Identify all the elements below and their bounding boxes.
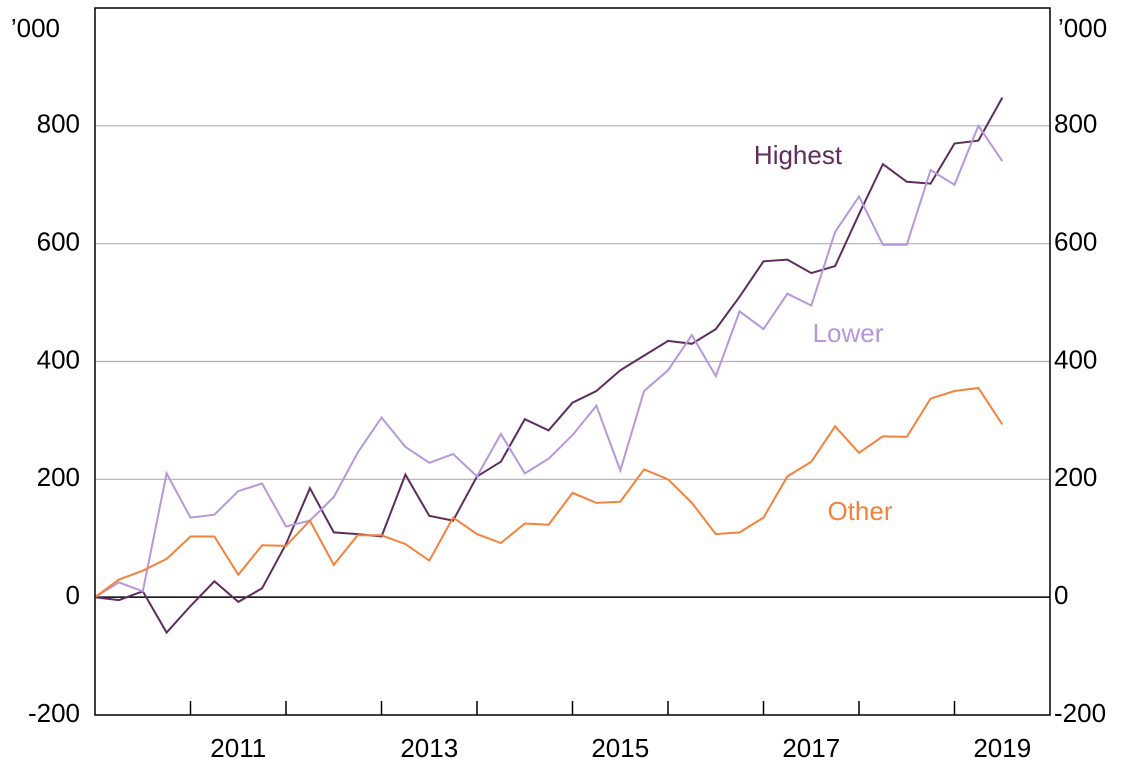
- x-tick-label: 2011: [210, 733, 266, 763]
- x-tick-label: 2013: [400, 733, 458, 763]
- y-tick-label: -200: [28, 698, 80, 728]
- x-tick-label: 2015: [591, 733, 649, 763]
- series-label: Other: [827, 496, 892, 526]
- y2-tick-label: 800: [1054, 109, 1097, 139]
- y2-tick-label: 200: [1054, 462, 1097, 492]
- line-series: [94, 386, 1004, 599]
- x-tick-label: 2019: [973, 733, 1031, 763]
- x-tick-label: 2017: [782, 733, 840, 763]
- line-series: [94, 97, 1004, 635]
- y-tick-label: 200: [37, 462, 80, 492]
- y2-tick-label: 600: [1054, 227, 1097, 257]
- y2-tick-label: 0: [1054, 580, 1068, 610]
- y-tick-label: 0: [66, 580, 80, 610]
- y-unit-right: ’000: [1058, 13, 1107, 43]
- y-tick-label: 400: [37, 344, 80, 374]
- line-series: [94, 123, 1004, 599]
- y-tick-label: 800: [37, 109, 80, 139]
- series-label: Highest: [754, 140, 843, 170]
- y2-tick-label: 400: [1054, 344, 1097, 374]
- y-tick-label: 600: [37, 227, 80, 257]
- y2-tick-label: -200: [1054, 698, 1106, 728]
- plot-frame: [94, 7, 1051, 716]
- series-label: Lower: [813, 318, 884, 348]
- y-unit-left: ’000: [11, 13, 60, 43]
